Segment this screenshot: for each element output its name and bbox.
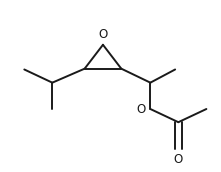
Text: O: O bbox=[98, 28, 108, 41]
Text: O: O bbox=[174, 153, 183, 166]
Text: O: O bbox=[137, 103, 146, 116]
